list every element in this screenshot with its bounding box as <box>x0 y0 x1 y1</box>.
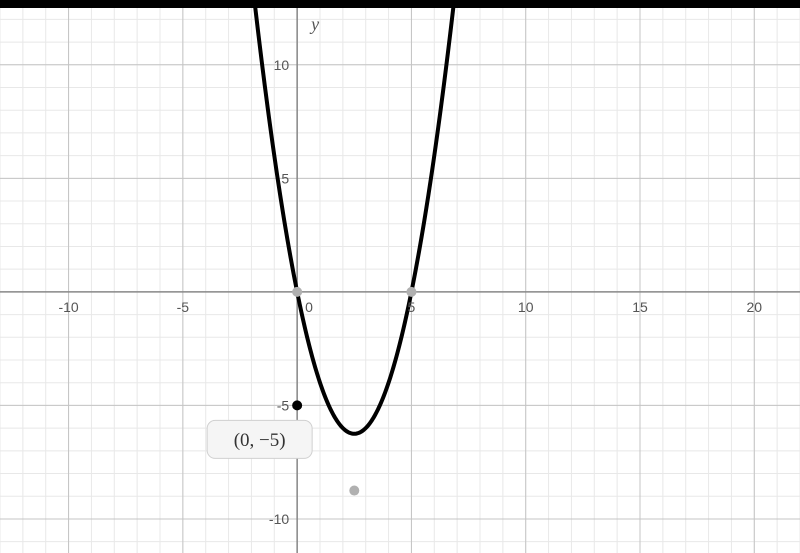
plot-point <box>349 486 359 496</box>
x-tick-label: 20 <box>746 299 762 315</box>
plot-point <box>292 287 302 297</box>
callout-text: (0, −5) <box>234 430 286 451</box>
x-tick-label: 10 <box>518 299 534 315</box>
top-black-bar <box>0 0 800 8</box>
parabola-chart: -10 -5 0 5 10 15 20 -10 -5 5 10 y (0, −5) <box>0 8 800 553</box>
x-tick-label: 5 <box>408 299 416 315</box>
x-tick-label: -5 <box>177 299 190 315</box>
plot-point <box>406 287 416 297</box>
y-tick-label: 10 <box>274 57 290 73</box>
y-axis-title: y <box>309 14 319 34</box>
chart-svg: -10 -5 0 5 10 15 20 -10 -5 5 10 y (0, −5) <box>0 8 800 553</box>
y-tick-label: -10 <box>269 511 289 527</box>
x-tick-label: 15 <box>632 299 648 315</box>
x-tick-label: 0 <box>305 299 313 315</box>
plot-point <box>292 400 302 410</box>
x-tick-label: -10 <box>58 299 78 315</box>
y-tick-label: -5 <box>277 397 290 413</box>
y-tick-label: 5 <box>281 170 289 186</box>
